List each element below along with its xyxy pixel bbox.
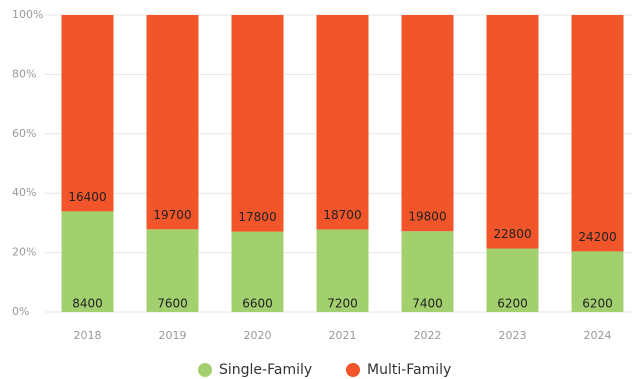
bar-segment [486,15,539,249]
data-label: 18700 [323,208,361,222]
data-label: 16400 [68,190,106,204]
bar-segment [316,15,369,230]
bar-segment [401,231,454,312]
data-label: 22800 [493,227,531,241]
bar-segment [146,15,199,230]
y-tick-label: 0% [12,305,29,318]
bar-segment [231,231,284,312]
y-tick-label: 80% [12,67,36,80]
bar-segment [571,251,624,312]
legend-label: Multi-Family [367,362,451,378]
bar-segment [571,15,624,252]
data-label: 17800 [238,210,276,224]
data-label: 6600 [242,297,273,311]
bar-segment [316,229,369,312]
x-tick-label: 2023 [499,329,527,342]
data-label: 8400 [72,297,103,311]
legend-marker [198,363,212,377]
bar-segment [231,15,284,232]
bar-segment [61,211,114,312]
legend-marker [346,363,360,377]
y-tick-label: 60% [12,127,36,140]
x-tick-label: 2019 [159,329,187,342]
data-label: 7400 [412,297,443,311]
bar-segment [61,15,114,212]
data-label: 6200 [582,297,613,311]
x-tick-label: 2022 [414,329,442,342]
data-label: 6200 [497,297,528,311]
y-tick-label: 40% [12,186,36,199]
y-tick-label: 100% [12,8,43,21]
bar-segment [486,248,539,312]
data-label: 24200 [578,230,616,244]
data-label: 19800 [408,210,446,224]
x-tick-label: 2020 [244,329,272,342]
data-label: 7600 [157,297,188,311]
data-label: 7200 [327,297,358,311]
x-tick-label: 2021 [329,329,357,342]
bar-segment [401,15,454,232]
legend-label: Single-Family [219,362,312,378]
x-tick-label: 2018 [74,329,102,342]
bar-segment [146,229,199,312]
x-tick-label: 2024 [584,329,612,342]
data-label: 19700 [153,208,191,222]
y-tick-label: 20% [12,246,36,259]
